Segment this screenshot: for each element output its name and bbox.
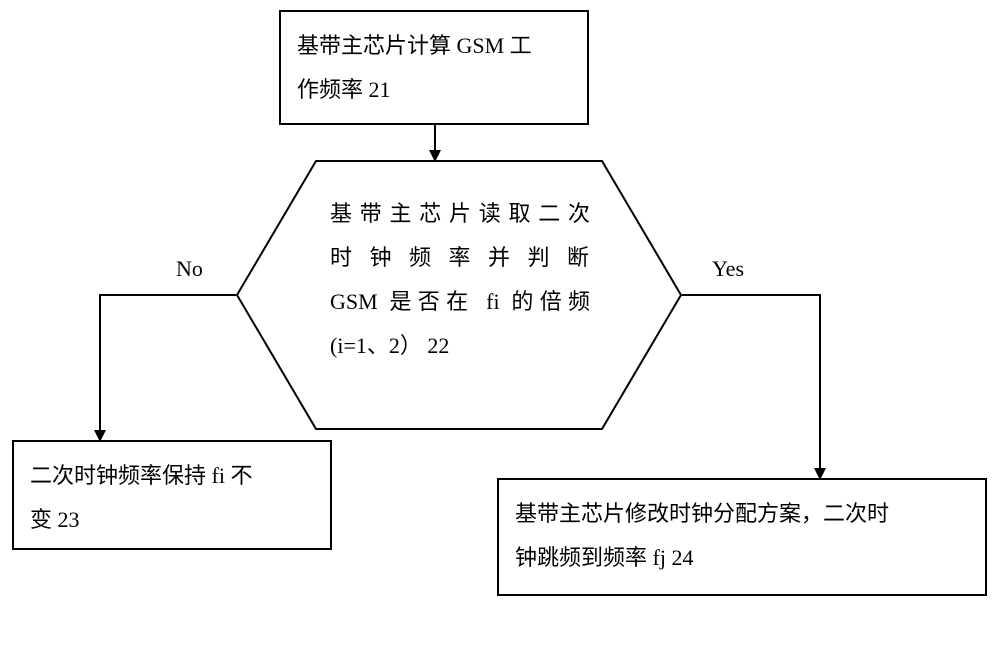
edge-decision-right [682, 295, 820, 478]
decision-line4: (i=1、2） 22 [330, 324, 590, 368]
node-left: 二次时钟频率保持 fi 不 变 23 [12, 440, 332, 550]
edge-decision-left [100, 295, 236, 440]
decision-line2: 时 钟 频 率 并 判 断 [330, 236, 590, 280]
label-no: No [176, 256, 203, 282]
label-yes: Yes [712, 256, 744, 282]
decision-line1: 基带主芯片读取二次 [330, 192, 590, 236]
node-right-line2: 钟跳频到频率 fj 24 [515, 536, 969, 580]
flowchart-container: 基带主芯片计算 GSM 工 作频率 21 基带主芯片读取二次 时 钟 频 率 并… [0, 0, 1000, 656]
node-top-line1: 基带主芯片计算 GSM 工 [297, 24, 571, 68]
node-top-line2: 作频率 21 [297, 68, 571, 112]
node-left-line1: 二次时钟频率保持 fi 不 [30, 454, 314, 498]
node-right-line1: 基带主芯片修改时钟分配方案，二次时 [515, 492, 969, 536]
decision-line3: GSM 是否在 fi 的倍频 [330, 280, 590, 324]
node-left-line2: 变 23 [30, 498, 314, 542]
node-decision-text: 基带主芯片读取二次 时 钟 频 率 并 判 断 GSM 是否在 fi 的倍频 (… [330, 192, 590, 368]
node-right: 基带主芯片修改时钟分配方案，二次时 钟跳频到频率 fj 24 [497, 478, 987, 596]
node-top: 基带主芯片计算 GSM 工 作频率 21 [279, 10, 589, 125]
